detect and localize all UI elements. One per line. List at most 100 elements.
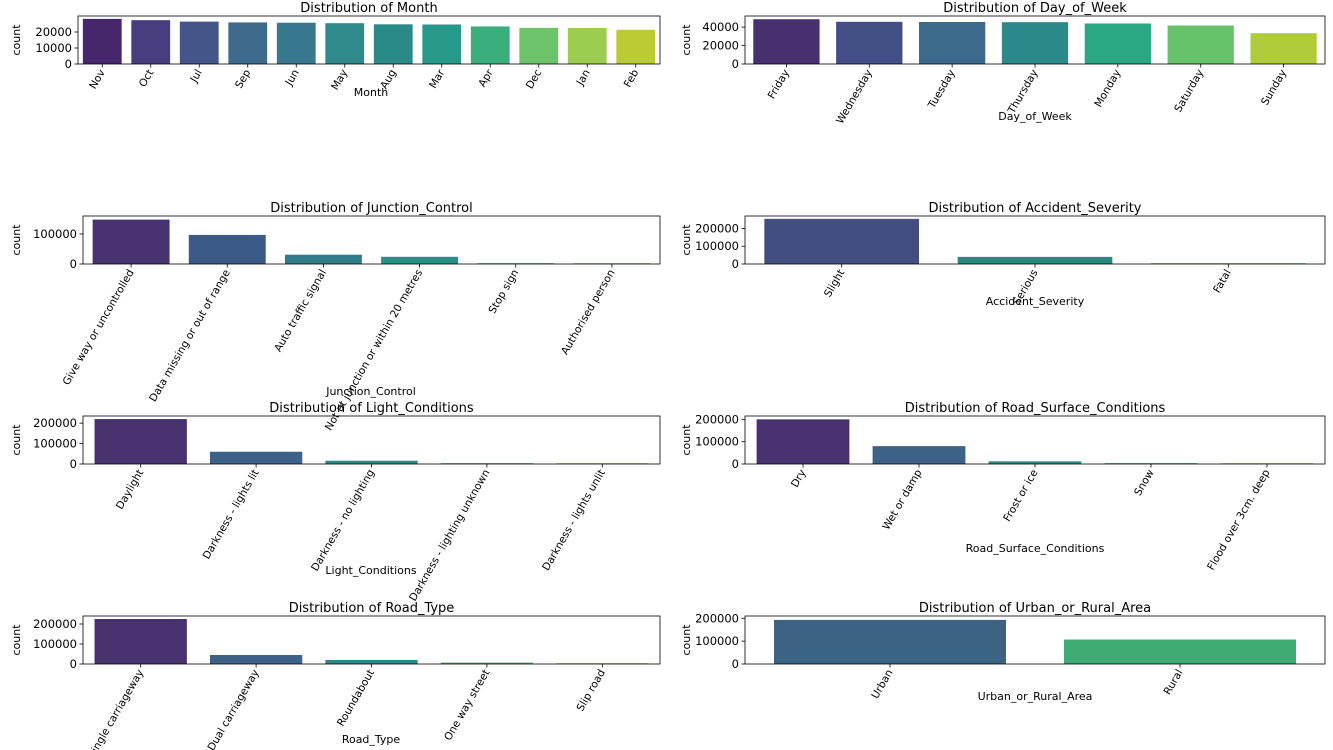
x-tick-label: Sep [233, 67, 253, 90]
bar-5-3 [325, 460, 418, 464]
bar-4-2 [957, 256, 1113, 264]
x-tick-label: Fatal [1211, 268, 1234, 296]
y-tick-label: 100000 [695, 239, 739, 253]
x-tick-label: Feb [622, 67, 642, 89]
y-tick-label: 100000 [33, 437, 77, 451]
x-tick-label: Snow [1132, 467, 1157, 498]
bar-3-4 [381, 256, 459, 264]
x-tick-label: Nov [87, 68, 108, 92]
bar-6-4 [1104, 463, 1198, 464]
bar-8-2 [1064, 639, 1296, 664]
bar-6-2 [872, 446, 966, 464]
y-tick-label: 100000 [33, 637, 77, 651]
x-tick-label: Darkness - lights unlit [540, 468, 608, 573]
bar-1-5 [276, 22, 316, 64]
x-tick-label: Frost or ice [1001, 468, 1040, 524]
bar-1-1 [82, 18, 122, 65]
chart-title: Distribution of Day_of_Week [943, 1, 1127, 16]
x-tick-label: Single carriageway [86, 668, 146, 750]
bar-2-5 [1084, 23, 1151, 64]
x-tick-label: Slight [822, 268, 847, 300]
y-tick-label: 200000 [695, 221, 739, 235]
bar-2-6 [1167, 25, 1234, 64]
bar-7-3 [325, 660, 418, 664]
bar-1-3 [179, 21, 219, 65]
x-axis-label: Junction_Control [325, 385, 416, 398]
y-tick-label: 0 [70, 457, 77, 471]
bar-2-3 [919, 22, 986, 64]
x-tick-label: One way street [442, 668, 492, 743]
x-tick-label: Darkness - lighting unknown [407, 468, 492, 604]
x-tick-label: Data missing or out of range [147, 268, 233, 404]
chart-title: Distribution of Light_Conditions [269, 401, 474, 416]
bar-5-2 [209, 451, 303, 464]
x-tick-label: Tuesday [925, 68, 957, 112]
x-tick-label: Darkness - no lighting [309, 468, 377, 574]
x-tick-label: Jul [188, 68, 205, 86]
chart-title: Distribution of Urban_or_Rural_Area [919, 601, 1151, 616]
y-axis-label: count [680, 424, 693, 456]
x-tick-label: Dry [789, 468, 809, 490]
chart-title: Distribution of Road_Type [289, 601, 455, 616]
x-tick-label: Sunday [1259, 68, 1289, 108]
x-tick-label: Urban [869, 668, 895, 702]
chart-title: Distribution of Month [300, 1, 437, 16]
chart-panel-7: 0 100000 200000 Single carriageway Dual carr… [10, 601, 661, 750]
x-axis-label: Day_of_Week [998, 110, 1072, 123]
x-tick-label: May [329, 68, 350, 93]
bar-7-2 [209, 655, 303, 664]
chart-panel-3: 0 100000 Give way or uncontrolled Data miss… [10, 201, 661, 433]
x-tick-label: Slip road [574, 668, 607, 714]
y-tick-label: 100000 [695, 634, 739, 648]
x-tick-label: Rural [1162, 668, 1186, 698]
chart-panel-6: 0 100000 200000 Dry Wet or damp Frost or ice S… [680, 401, 1326, 572]
bar-2-1 [753, 19, 820, 64]
bar-6-3 [988, 461, 1082, 464]
bar-3-3 [284, 254, 362, 264]
chart-panel-5: 0 100000 200000 Daylight Darkness - lights l… [10, 401, 661, 604]
bar-1-12 [616, 29, 656, 64]
chart-title: Distribution of Road_Surface_Conditions [905, 401, 1166, 416]
bar-1-10 [519, 27, 559, 64]
x-tick-label: Stop sign [486, 268, 521, 316]
bar-1-11 [567, 28, 607, 64]
bar-2-2 [836, 21, 903, 64]
x-tick-label: Wet or damp [880, 467, 924, 532]
bar-2-7 [1250, 33, 1317, 64]
x-tick-label: Apr [476, 67, 496, 89]
bar-1-7 [373, 24, 413, 64]
y-tick-label: 10000 [35, 41, 72, 55]
bar-7-4 [440, 662, 534, 664]
x-tick-label: Mar [427, 67, 448, 91]
x-tick-label: Auto traffic signal [272, 268, 329, 354]
bar-7-5 [556, 663, 649, 664]
y-tick-label: 20000 [35, 25, 72, 39]
bar-2-4 [1001, 22, 1069, 64]
y-tick-label: 0 [70, 657, 77, 671]
bar-6-1 [756, 419, 850, 464]
plot-frame [77, 15, 661, 65]
y-tick-label: 200000 [695, 611, 739, 625]
x-tick-label: Oct [137, 68, 156, 90]
y-tick-label: 200000 [695, 412, 739, 426]
x-tick-label: Daylight [114, 468, 146, 512]
bar-4-1 [764, 218, 919, 264]
y-tick-label: 100000 [695, 435, 739, 449]
bar-1-6 [325, 23, 365, 64]
y-axis-label: count [680, 224, 693, 256]
x-axis-label: Light_Conditions [325, 564, 416, 577]
y-axis-label: count [10, 624, 23, 656]
plot-frame [82, 215, 661, 265]
y-tick-label: 100000 [33, 227, 77, 241]
y-tick-label: 0 [65, 57, 72, 71]
x-tick-label: Authorised person [559, 268, 617, 357]
x-axis-label: Accident_Severity [986, 295, 1085, 308]
y-tick-label: 20000 [702, 39, 739, 53]
x-tick-label: Give way or uncontrolled [61, 268, 137, 388]
y-tick-label: 0 [70, 257, 77, 271]
y-tick-label: 40000 [702, 20, 739, 34]
